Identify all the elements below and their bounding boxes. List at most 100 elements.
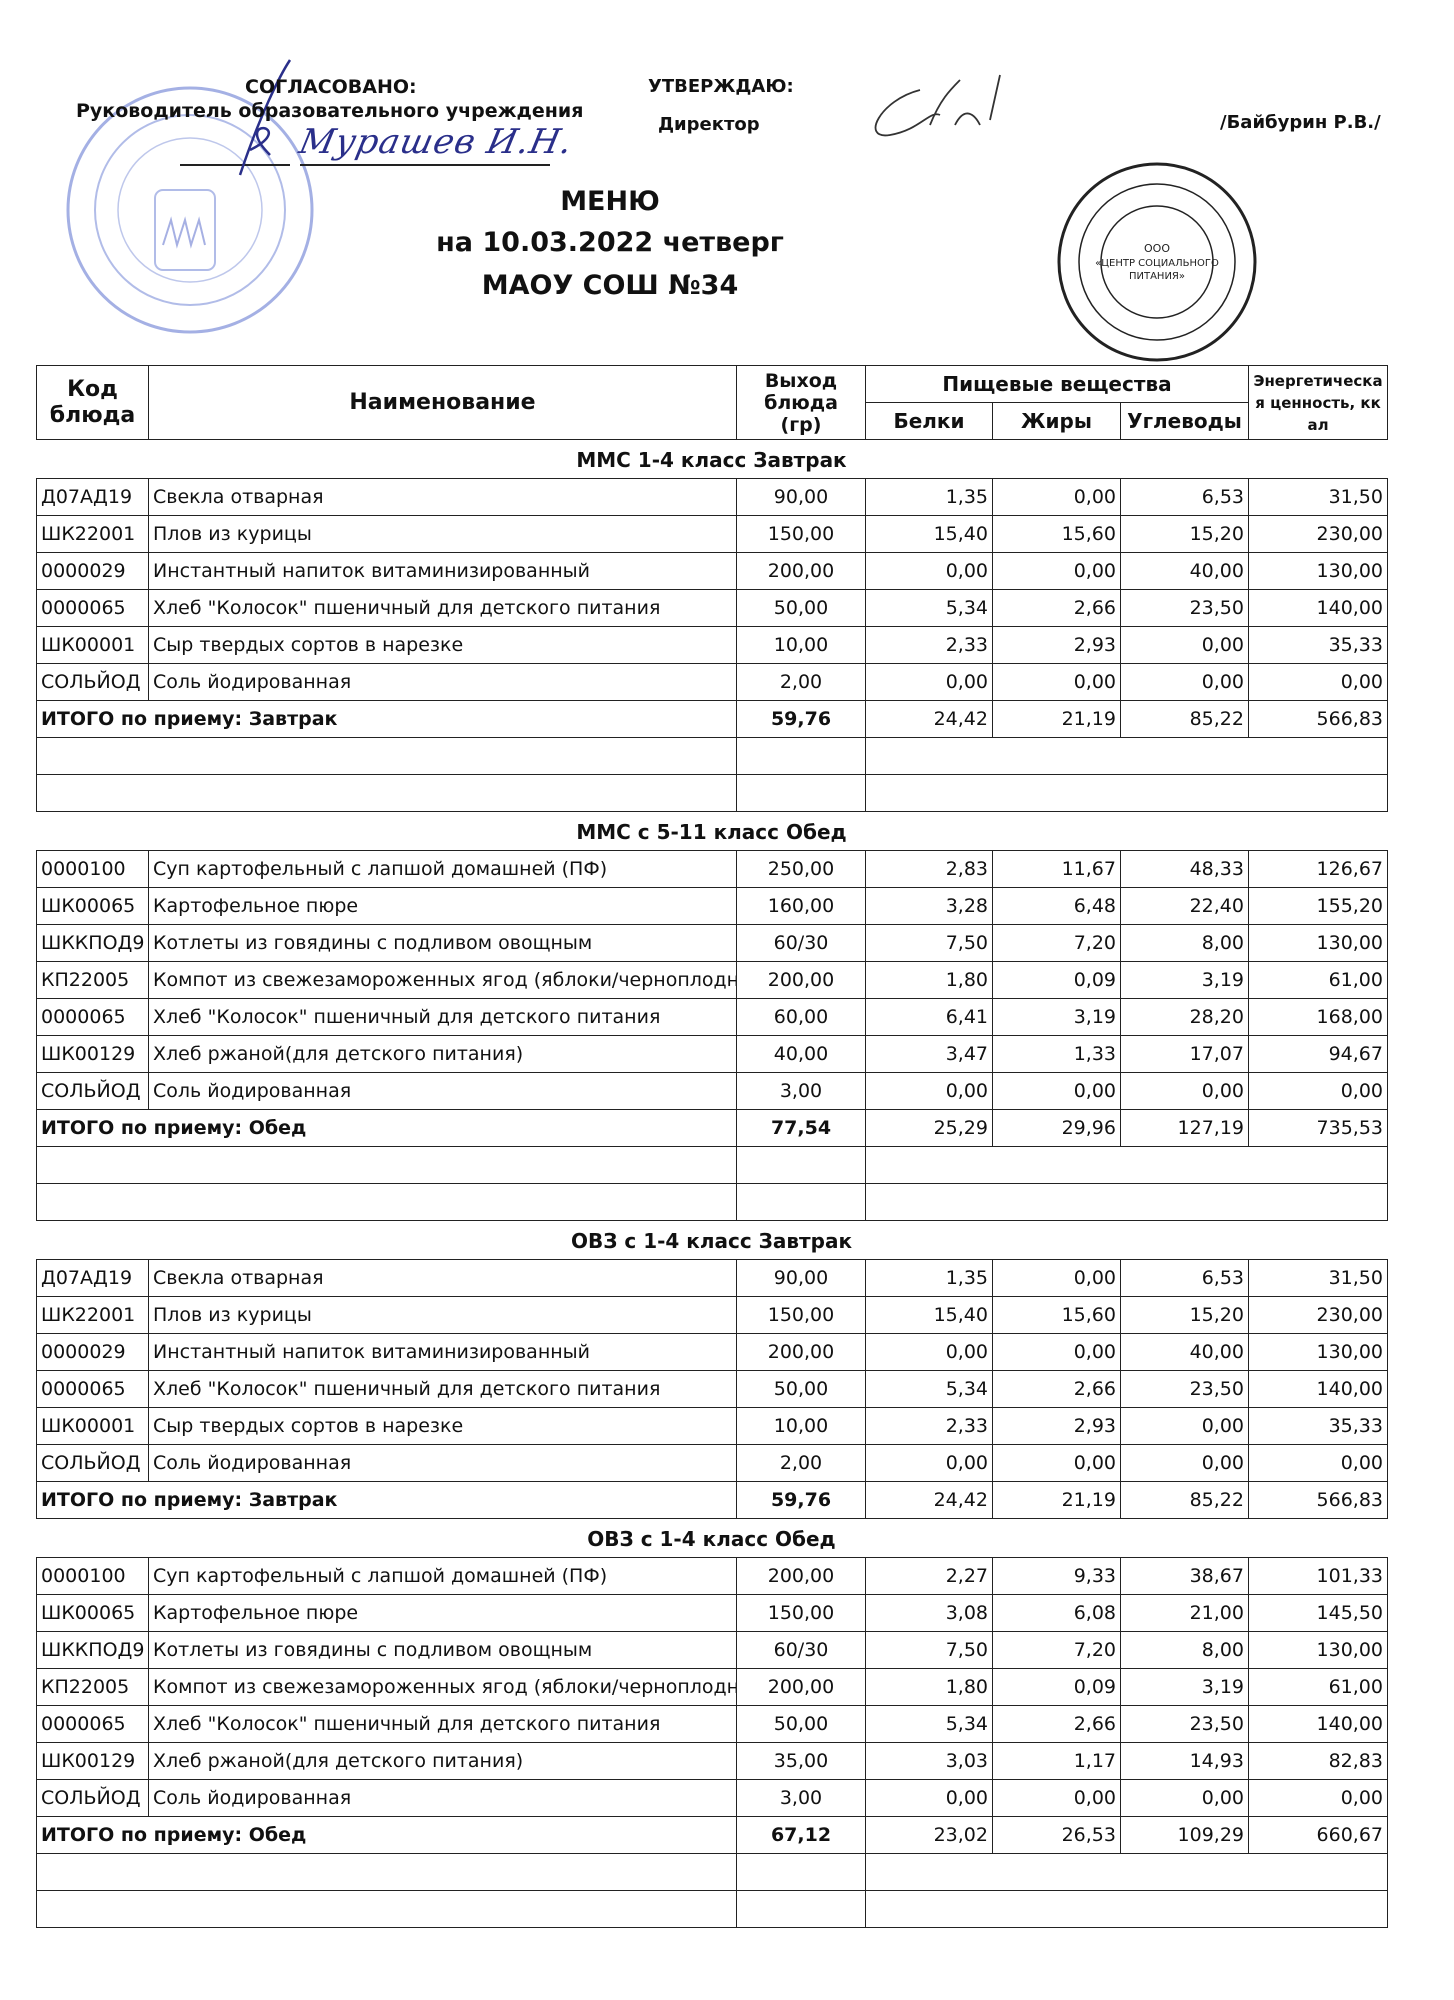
dish-name-cell: Котлеты из говядины с подливом овощным: [148, 1631, 737, 1669]
dish-yield-cell: 2,00: [736, 663, 866, 701]
dish-yield-cell: 90,00: [736, 478, 866, 516]
dish-yield-cell: 160,00: [736, 887, 866, 925]
school-stamp: [66, 86, 314, 334]
total-label: ИТОГО по приему: Обед: [36, 1109, 737, 1147]
total-row: ИТОГО по приему: Обед 77,54 25,29 29,96 127,…: [36, 1109, 1388, 1147]
empty-row: [36, 1853, 1388, 1891]
energy-cell: 35,33: [1248, 626, 1388, 664]
protein-cell: 0,00: [865, 1333, 993, 1371]
total-label: ИТОГО по приему: Завтрак: [36, 700, 737, 738]
dish-code-cell: ШК00129: [36, 1035, 149, 1073]
empty-row: [36, 1146, 1388, 1184]
dish-code-cell: 0000065: [36, 998, 149, 1036]
protein-cell: 7,50: [865, 1631, 993, 1669]
table-row: ШККПОД9 Котлеты из говядины с подливом ов…: [36, 924, 1388, 962]
dish-code-cell: КП22005: [36, 961, 149, 999]
dish-yield-cell: 250,00: [736, 850, 866, 888]
dish-code-cell: Д07АД19: [36, 478, 149, 516]
fat-cell: 6,08: [992, 1594, 1121, 1632]
table-row: 0000100 Суп картофельный с лапшой домашне…: [36, 1557, 1388, 1595]
carbs-cell: 48,33: [1120, 850, 1249, 888]
table-row: ШК22001 Плов из курицы 150,00 15,40 15,60 15,…: [36, 1296, 1388, 1334]
carbs-cell: 40,00: [1120, 552, 1249, 590]
protein-cell: 1,35: [865, 1259, 993, 1297]
table-row: КП22005 Компот из свежезамороженных ягод …: [36, 1668, 1388, 1706]
total-fat: 29,96: [992, 1109, 1121, 1147]
dish-yield-cell: 35,00: [736, 1742, 866, 1780]
total-protein: 24,42: [865, 1481, 993, 1519]
fat-cell: 0,00: [992, 1333, 1121, 1371]
carbs-cell: 23,50: [1120, 589, 1249, 627]
menu-date: на 10.03.2022 четверг: [436, 227, 784, 258]
fat-cell: 0,00: [992, 1444, 1121, 1482]
dish-name-cell: Котлеты из говядины с подливом овощным: [148, 924, 737, 962]
carbs-cell: 0,00: [1120, 1407, 1249, 1445]
svg-text:ООО: ООО: [1144, 242, 1170, 255]
dish-code-cell: 0000065: [36, 1705, 149, 1743]
dish-yield-cell: 50,00: [736, 589, 866, 627]
carbs-cell: 14,93: [1120, 1742, 1249, 1780]
carbs-cell: 0,00: [1120, 1072, 1249, 1110]
energy-cell: 0,00: [1248, 1072, 1388, 1110]
carbs-cell: 8,00: [1120, 924, 1249, 962]
energy-cell: 140,00: [1248, 589, 1388, 627]
fat-cell: 11,67: [992, 850, 1121, 888]
protein-cell: 1,35: [865, 478, 993, 516]
carbs-cell: 23,50: [1120, 1705, 1249, 1743]
total-label: ИТОГО по приему: Обед: [36, 1816, 737, 1854]
dish-name-cell: Сыр твердых сортов в нарезке: [148, 626, 737, 664]
energy-cell: 0,00: [1248, 1779, 1388, 1817]
dish-name-cell: Свекла отварная: [148, 478, 737, 516]
protein-cell: 0,00: [865, 552, 993, 590]
dish-yield-cell: 150,00: [736, 1296, 866, 1334]
fat-cell: 15,60: [992, 1296, 1121, 1334]
section-table: 0000100 Суп картофельный с лапшой домашне…: [36, 850, 1388, 1221]
carbs-cell: 17,07: [1120, 1035, 1249, 1073]
fat-cell: 0,00: [992, 1259, 1121, 1297]
table-row: Д07АД19 Свекла отварная 90,00 1,35 0,00 6,53 3…: [36, 478, 1388, 516]
total-fat: 26,53: [992, 1816, 1121, 1854]
table-row: СОЛЬЙОД Соль йодированная 3,00 0,00 0,00 0,00…: [36, 1779, 1388, 1817]
energy-cell: 61,00: [1248, 961, 1388, 999]
section-title: ММС с 5-11 класс Обед: [576, 820, 847, 844]
dish-code-cell: ШККПОД9: [36, 924, 149, 962]
total-energy: 660,67: [1248, 1816, 1388, 1854]
empty-row: [36, 774, 1388, 812]
fat-cell: 2,93: [992, 626, 1121, 664]
fat-cell: 2,93: [992, 1407, 1121, 1445]
protein-cell: 0,00: [865, 663, 993, 701]
total-yield: 59,76: [736, 1481, 866, 1519]
table-row: 0000029 Инстантный напиток витаминизирова…: [36, 552, 1388, 590]
carbs-cell: 3,19: [1120, 1668, 1249, 1706]
energy-cell: 130,00: [1248, 1631, 1388, 1669]
energy-cell: 140,00: [1248, 1370, 1388, 1408]
dish-name-cell: Соль йодированная: [148, 1779, 737, 1817]
fat-cell: 0,00: [992, 552, 1121, 590]
total-energy: 735,53: [1248, 1109, 1388, 1147]
dish-name-cell: Суп картофельный с лапшой домашней (ПФ): [148, 1557, 737, 1595]
fat-cell: 0,00: [992, 663, 1121, 701]
left-signature: [180, 59, 550, 176]
dish-code-cell: 0000100: [36, 850, 149, 888]
col-code: Код блюда: [36, 365, 149, 440]
total-yield: 59,76: [736, 700, 866, 738]
fat-cell: 2,66: [992, 589, 1121, 627]
dish-yield-cell: 150,00: [736, 515, 866, 553]
fat-cell: 0,09: [992, 1668, 1121, 1706]
table-row: ШК00065 Картофельное пюре 160,00 3,28 6,48 22…: [36, 887, 1388, 925]
dish-code-cell: КП22005: [36, 1668, 149, 1706]
table-row: ШК00001 Сыр твердых сортов в нарезке 10,00…: [36, 626, 1388, 664]
dish-code-cell: 0000029: [36, 552, 149, 590]
energy-cell: 230,00: [1248, 1296, 1388, 1334]
section-table: 0000100 Суп картофельный с лапшой домашне…: [36, 1557, 1388, 1928]
dish-code-cell: СОЛЬЙОД: [36, 1444, 149, 1482]
dish-name-cell: Хлеб "Колосок" пшеничный для детского пи…: [148, 1370, 737, 1408]
energy-cell: 101,33: [1248, 1557, 1388, 1595]
dish-name-cell: Соль йодированная: [148, 1072, 737, 1110]
dish-code-cell: ШК00001: [36, 626, 149, 664]
total-row: ИТОГО по приему: Обед 67,12 23,02 26,53 109,…: [36, 1816, 1388, 1854]
dish-yield-cell: 60/30: [736, 924, 866, 962]
table-row: СОЛЬЙОД Соль йодированная 2,00 0,00 0,00 0,00…: [36, 663, 1388, 701]
protein-cell: 1,80: [865, 1668, 993, 1706]
col-nutrients: Пищевые вещества: [864, 365, 1250, 403]
